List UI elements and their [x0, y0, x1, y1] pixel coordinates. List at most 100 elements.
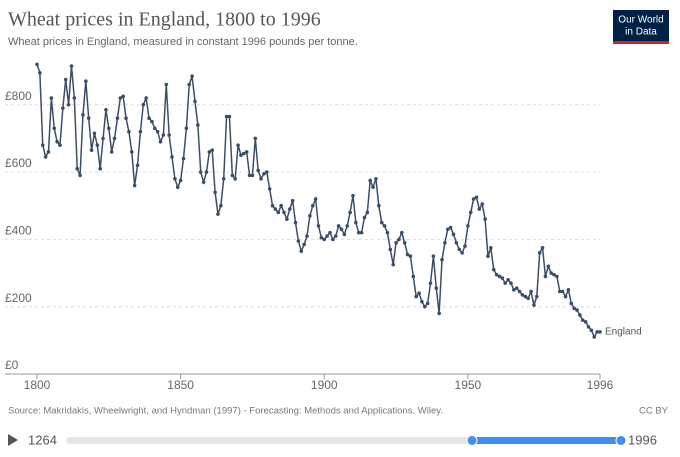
point — [63, 77, 68, 82]
point — [259, 176, 263, 181]
point — [267, 187, 272, 191]
point — [405, 252, 410, 257]
point — [201, 180, 206, 184]
series-label: England — [605, 327, 642, 338]
point — [325, 234, 329, 238]
point — [61, 106, 65, 110]
point — [253, 136, 258, 141]
point — [480, 202, 485, 206]
point — [532, 303, 536, 307]
point — [244, 150, 249, 154]
point — [471, 197, 476, 201]
point — [468, 210, 473, 215]
point — [121, 94, 125, 99]
point — [520, 293, 525, 297]
point — [181, 156, 186, 161]
point — [503, 281, 508, 285]
point — [457, 247, 462, 252]
point — [333, 234, 338, 238]
point — [543, 274, 548, 279]
point — [322, 237, 327, 242]
point — [279, 203, 283, 208]
logo[interactable]: Our World in Data — [613, 10, 669, 44]
point — [460, 251, 464, 255]
point — [109, 150, 114, 154]
point — [575, 308, 579, 312]
point — [141, 102, 146, 107]
point — [540, 245, 545, 250]
point — [445, 227, 450, 232]
point — [55, 139, 59, 144]
point — [164, 82, 169, 87]
point — [66, 102, 71, 107]
logo-stripe — [613, 41, 669, 44]
point — [509, 281, 513, 285]
point — [368, 178, 373, 183]
point — [132, 183, 137, 188]
point — [477, 207, 482, 211]
point — [170, 155, 174, 159]
timeline-handle[interactable] — [615, 435, 627, 446]
logo-text: Our World — [618, 15, 663, 26]
point — [305, 234, 309, 238]
point — [569, 301, 574, 306]
point — [264, 170, 269, 174]
point — [388, 247, 393, 252]
point — [58, 143, 62, 147]
point — [523, 294, 528, 299]
point — [400, 230, 404, 235]
point — [282, 210, 286, 215]
point — [84, 79, 88, 83]
point — [391, 262, 395, 267]
point — [595, 330, 599, 334]
point — [78, 173, 82, 178]
point — [155, 129, 160, 134]
point — [354, 220, 358, 225]
point — [40, 143, 45, 147]
point — [580, 318, 585, 322]
point — [408, 254, 413, 259]
point — [483, 217, 487, 221]
point — [557, 289, 562, 294]
x-tick-label: 1950 — [455, 378, 482, 392]
point — [296, 239, 301, 243]
line — [36, 64, 600, 339]
timeline-handle[interactable] — [466, 435, 478, 446]
point — [497, 274, 502, 279]
play-button[interactable] — [8, 434, 18, 446]
point — [127, 129, 131, 134]
point — [474, 195, 479, 200]
point — [535, 294, 539, 299]
point — [331, 237, 335, 242]
point — [210, 148, 215, 152]
point — [104, 108, 108, 112]
point — [420, 299, 424, 304]
point — [598, 330, 602, 334]
point — [150, 119, 154, 124]
point — [129, 150, 134, 154]
point — [124, 116, 128, 121]
point — [414, 294, 418, 299]
point — [236, 143, 240, 147]
point — [216, 212, 220, 216]
point — [466, 224, 470, 228]
x-tick-label: 1850 — [167, 378, 194, 392]
point — [365, 210, 370, 215]
point — [491, 267, 496, 272]
point — [270, 203, 275, 208]
license[interactable]: CC BY — [639, 406, 669, 417]
point — [95, 143, 100, 147]
timeline-end: 1996 — [628, 432, 657, 447]
point — [290, 198, 295, 203]
point — [293, 220, 298, 225]
point — [224, 114, 229, 119]
point — [572, 306, 576, 311]
point — [422, 304, 427, 309]
point — [299, 249, 304, 253]
point — [374, 176, 378, 181]
point — [382, 224, 387, 228]
point — [308, 214, 312, 218]
point — [583, 320, 588, 324]
y-tick-label: £0 — [5, 358, 19, 372]
